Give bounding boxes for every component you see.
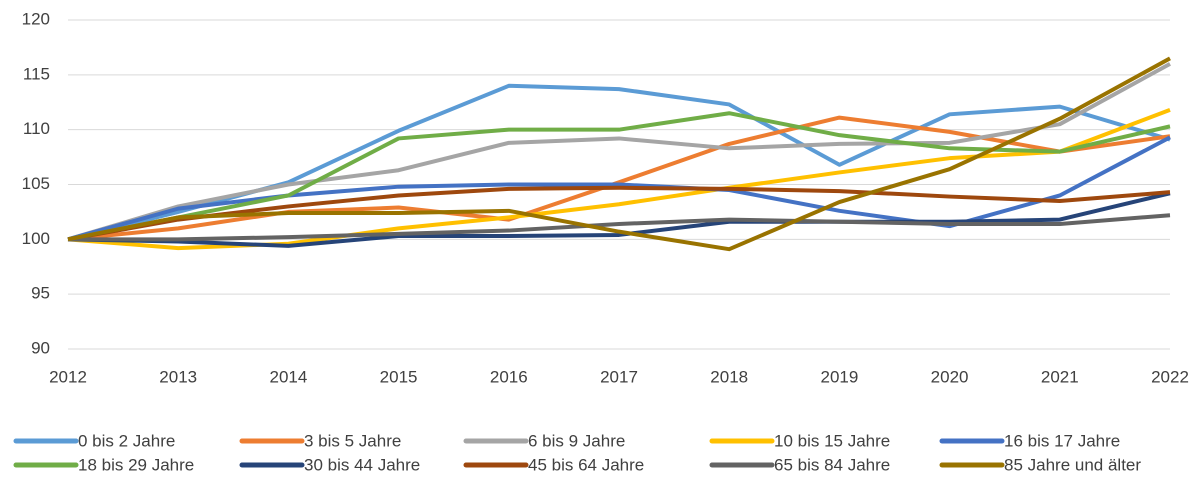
y-tick-label: 90 (31, 338, 50, 357)
legend-label: 0 bis 2 Jahre (78, 431, 175, 450)
legend-label: 30 bis 44 Jahre (304, 455, 420, 474)
legend-label: 16 bis 17 Jahre (1004, 431, 1120, 450)
series-line (67, 191, 1171, 248)
x-tick-label: 2022 (1151, 367, 1189, 386)
series-line (67, 62, 1171, 242)
y-tick-label: 105 (22, 174, 50, 193)
x-tick-label: 2020 (931, 367, 969, 386)
series-line (67, 135, 1171, 242)
series-line (68, 213, 1171, 242)
x-tick-label: 2014 (269, 367, 307, 386)
x-tick-label: 2017 (600, 367, 638, 386)
series-line (67, 56, 1171, 252)
x-tick-label: 2015 (380, 367, 418, 386)
x-tick-label: 2021 (1041, 367, 1079, 386)
legend-label: 65 bis 84 Jahre (774, 455, 890, 474)
y-tick-label: 115 (23, 64, 50, 83)
x-tick-label: 2016 (490, 367, 528, 386)
x-tick-label: 2018 (710, 367, 748, 386)
legend-label: 10 bis 15 Jahre (774, 431, 890, 450)
series-line (67, 185, 1171, 242)
series-line (67, 111, 1171, 242)
y-tick-label: 110 (23, 119, 50, 138)
legend-label: 45 bis 64 Jahre (528, 455, 644, 474)
y-tick-label: 95 (31, 284, 50, 303)
legend-label: 6 bis 9 Jahre (528, 431, 625, 450)
legend-label: 85 Jahre und älter (1004, 455, 1141, 474)
x-tick-label: 2012 (49, 367, 87, 386)
y-tick-label: 100 (22, 229, 50, 248)
legend-label: 18 bis 29 Jahre (78, 455, 194, 474)
x-tick-label: 2019 (820, 367, 858, 386)
y-tick-label: 120 (22, 9, 50, 28)
x-tick-label: 2013 (159, 367, 197, 386)
legend-label: 3 bis 5 Jahre (304, 431, 401, 450)
